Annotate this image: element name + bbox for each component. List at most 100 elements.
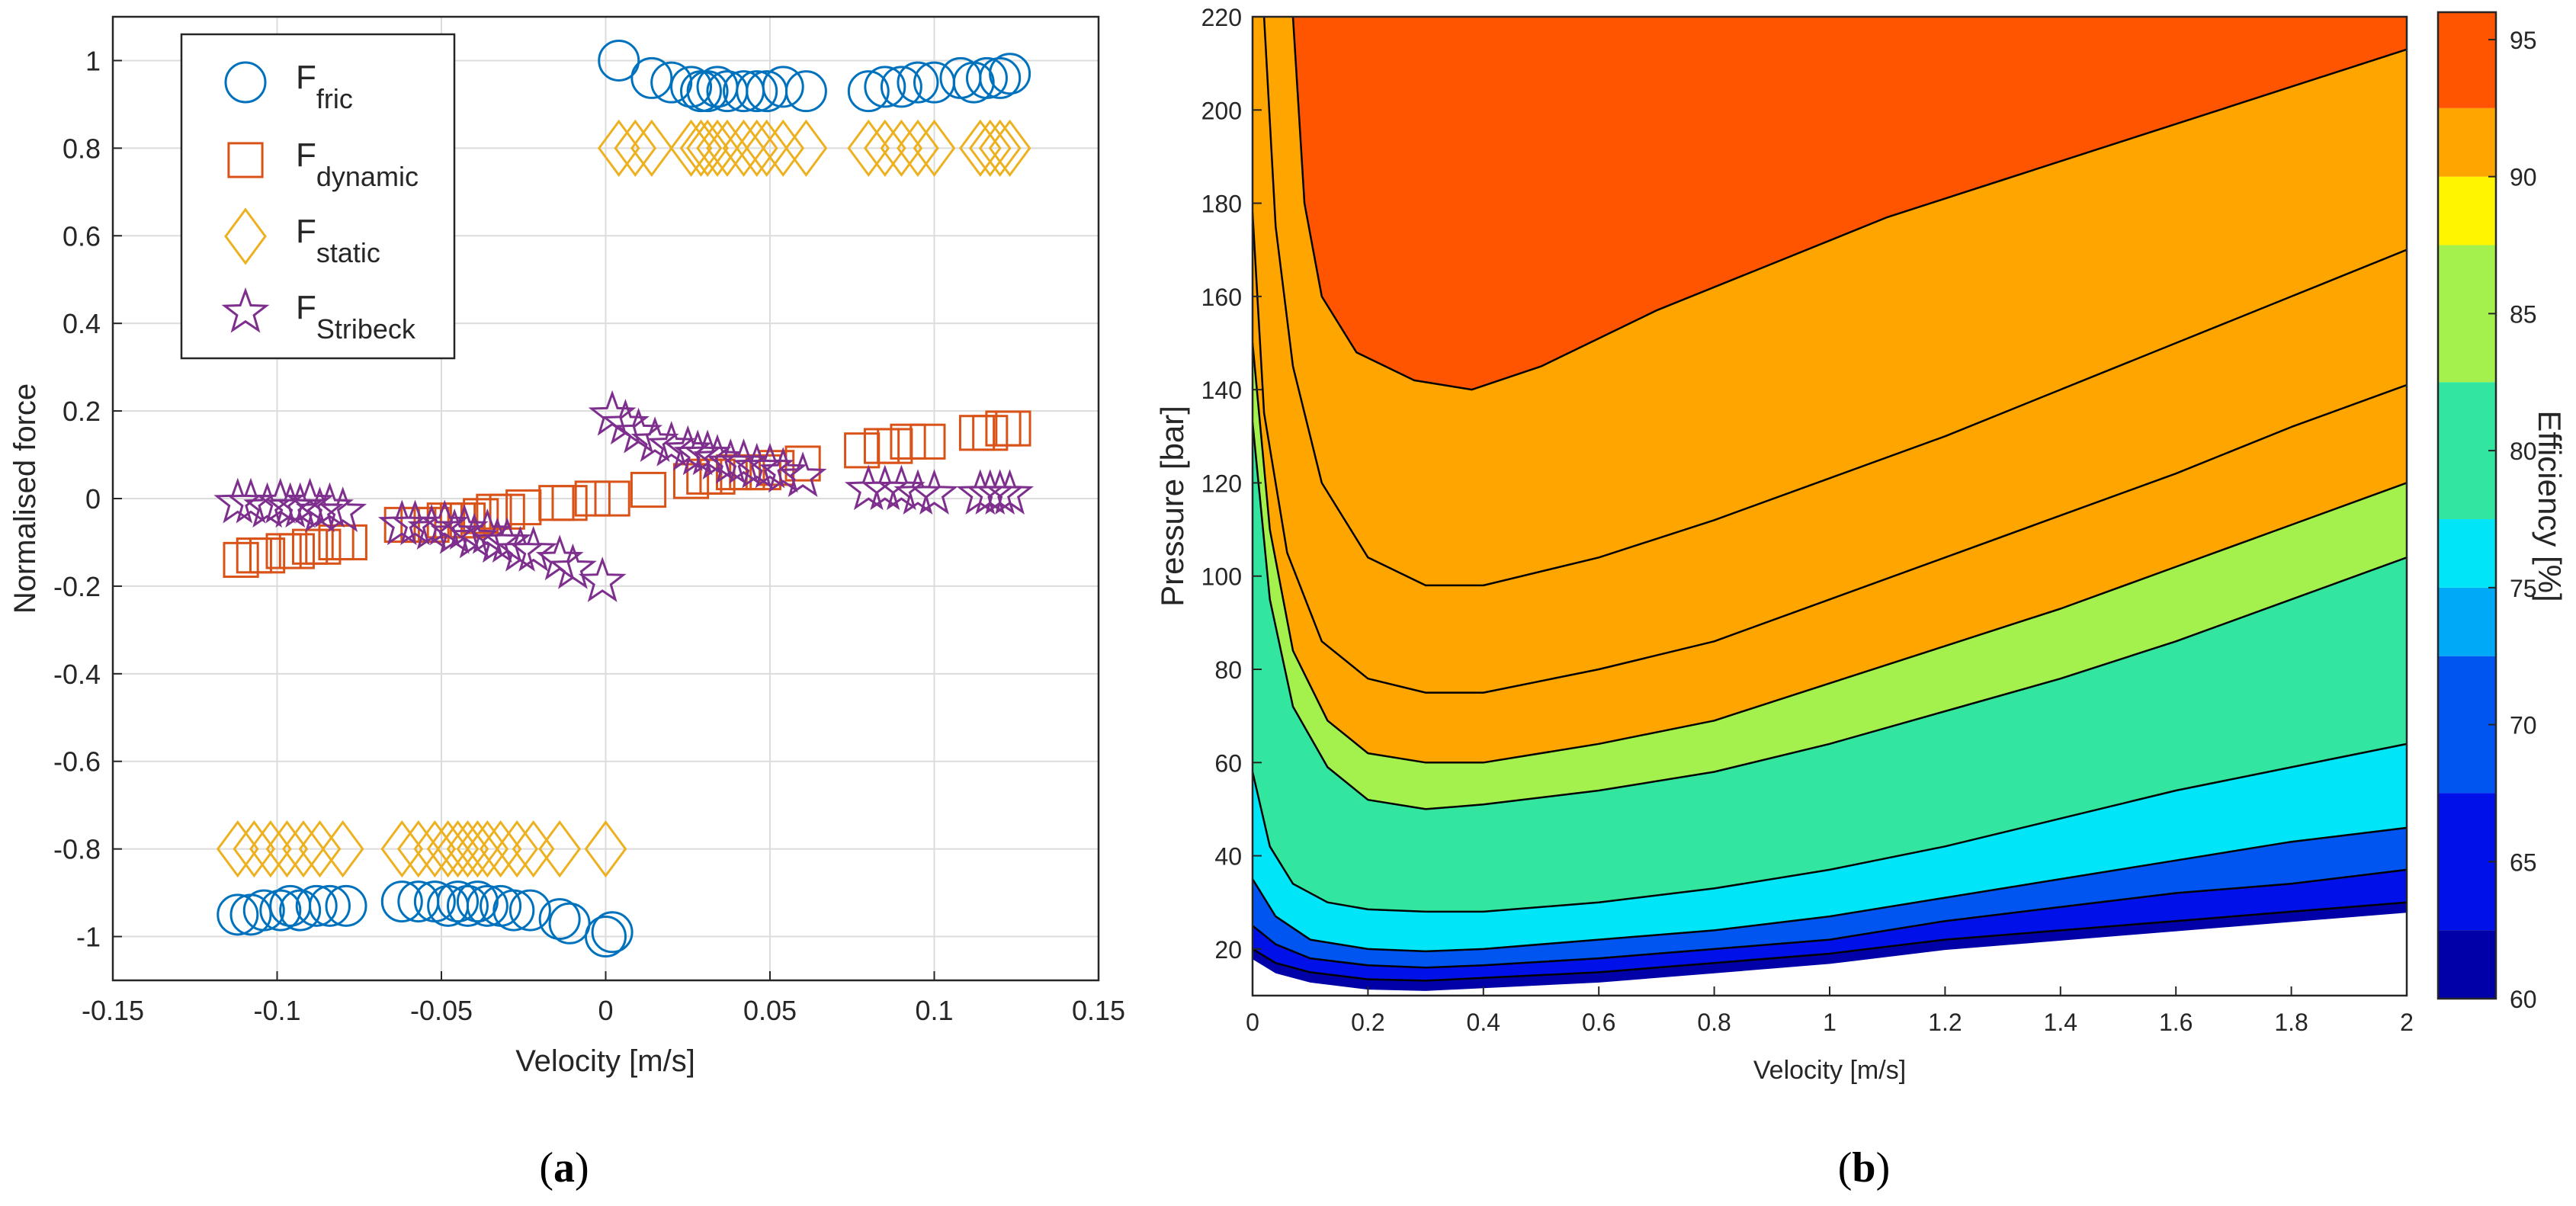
square-marker [672,463,710,499]
circle-marker [864,66,906,108]
star-marker [861,464,909,511]
circle-marker [446,884,489,927]
square-marker [630,471,667,508]
x-tick-label: 1.8 [2274,1009,2308,1036]
panel-a-axes-box [111,15,1100,982]
legend-fric-marker [224,61,267,104]
diamond-marker [847,119,890,177]
panel-label-a-letter: a [553,1144,575,1192]
x-tick-label: 0 [1246,1009,1259,1036]
circle-marker [670,66,713,108]
circle-marker [295,884,338,927]
panel-label-b-letter: b [1852,1144,1875,1192]
diamond-marker [958,119,1002,177]
panel-b-colorbar-label: Efficiency [%] [2532,410,2568,601]
circle-marker [308,884,351,927]
diamond-marker [479,820,522,878]
diamond-marker [897,119,939,177]
star-marker [630,416,679,462]
y-tick-label: 0.2 [63,396,101,427]
star-marker [746,442,794,489]
x-tick-label: 1.2 [1928,1009,1962,1036]
diamond-marker [446,820,489,878]
contour-line-88.5 [1253,212,2407,694]
panel-a-markers [213,39,1034,958]
x-tick-label: -0.15 [82,995,144,1026]
square-marker [909,423,946,460]
x-tick-label: 0.05 [743,995,797,1026]
diamond-marker [784,119,828,177]
diamond-marker [538,820,582,878]
legend-subscript: dynamic [316,161,419,192]
y-tick-label: 160 [1201,284,1242,311]
x-tick-label: 0.8 [1697,1009,1731,1036]
x-tick-label: 0.15 [1072,995,1125,1026]
y-tick-label: 80 [1214,656,1242,684]
diamond-marker [466,820,509,878]
panel-label-a: (a) [539,1144,589,1192]
y-tick-label: 0.8 [63,133,101,164]
colorbar-band [2438,176,2496,245]
square-marker [995,410,1031,447]
contour-line-90 [1262,17,2407,587]
diamond-marker [978,119,1022,177]
square-marker [890,423,926,460]
y-tick-label: -0.2 [53,571,101,602]
circle-marker [325,884,367,927]
diamond-marker [380,820,424,878]
contour-line-67.5 [1253,901,2407,982]
circle-marker [736,70,778,113]
square-marker [223,541,259,579]
colorbar-band [2438,587,2496,656]
diamond-marker [988,119,1031,177]
panel-b-chart: 0 0.2 0.4 0.6 0.8 1 1.2 1.4 1.6 1.8 22040608010012… [1154,4,2568,1085]
circle-marker [979,56,1022,99]
square-marker [574,480,611,517]
colorbar-tick-label: 90 [2510,164,2537,191]
legend-static-marker [224,207,267,265]
circle-marker [650,61,693,104]
star-marker [450,512,499,559]
circle-marker [437,880,480,923]
contour-line-77.5 [1253,826,2407,953]
diamond-marker [630,119,673,177]
y-tick-label: 200 [1201,97,1242,124]
diamond-marker [597,119,640,177]
x-tick-label: 1.6 [2159,1009,2193,1036]
diamond-marker [396,820,440,878]
y-tick-label: 0.4 [63,308,101,339]
circle-marker [466,884,508,927]
circle-marker [965,56,1008,99]
y-tick-label: -0.6 [53,746,101,778]
panel-b-contour-fills [1253,17,2407,991]
circle-marker [591,911,634,954]
star-marker [306,482,354,528]
contour-line-87 [1253,342,2407,764]
diamond-marker [426,820,470,878]
legend-subscript: Stribeck [316,313,416,345]
contour-fill-92.5 [1293,17,2407,390]
circle-marker [630,56,673,99]
y-tick-label: 140 [1201,377,1242,404]
star-marker [706,438,755,484]
diamond-marker [321,820,364,878]
y-tick-label: -0.8 [53,834,101,865]
circle-marker [380,880,423,923]
panel-b-x-axis-label: Velocity [m/s] [1753,1056,1906,1085]
colorbar-frame [2436,11,2497,1000]
panel-b-contour-lines [1253,17,2407,982]
circle-marker [784,70,827,113]
colorbar-band [2438,930,2496,999]
x-tick-label: 0.4 [1467,1009,1500,1036]
diamond-marker [686,119,729,177]
star-marker [548,543,597,589]
diamond-marker [863,119,906,177]
diamond-marker [265,820,309,878]
diamond-marker [436,820,480,878]
colorbar-tick-label: 60 [2510,986,2537,1013]
star-marker [509,525,558,572]
panel-b-colorbar: 60 65 70 75 80 85 90 95 [2436,11,2537,1013]
diamond-marker [584,820,627,878]
y-tick-label: 100 [1201,563,1242,591]
x-tick-label: 0.6 [1582,1009,1615,1036]
